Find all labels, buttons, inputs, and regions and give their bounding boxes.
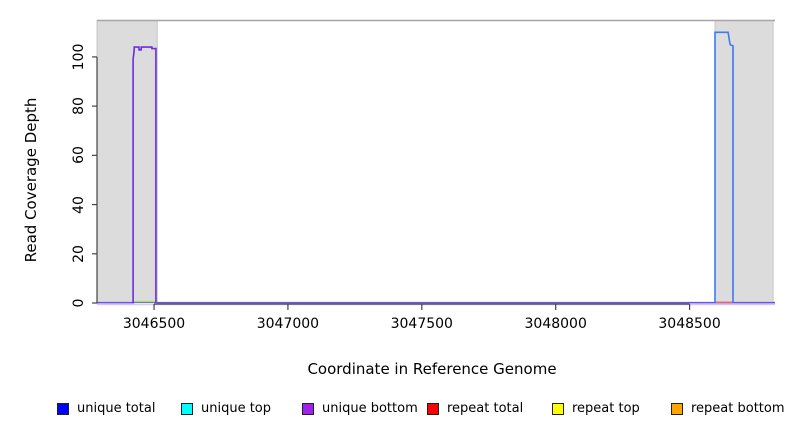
legend-item-unique-bottom: unique bottom <box>302 401 418 416</box>
repeat-bottom-swatch-icon <box>671 402 683 415</box>
legend-item-repeat-bottom: repeat bottom <box>671 401 785 416</box>
y-tick-label: 60 <box>71 146 87 165</box>
y-tick-label: 80 <box>71 97 87 116</box>
legend-label: repeat total <box>447 401 524 416</box>
legend-label: unique top <box>201 401 272 416</box>
repeat-top-swatch-icon <box>552 402 564 415</box>
legend-label: repeat bottom <box>691 401 785 416</box>
unique-bottom-swatch-icon <box>302 402 314 415</box>
x-tick-label: 3046500 <box>122 316 186 332</box>
x-tick-label: 3048500 <box>658 316 721 332</box>
unique-top-right-cluster <box>714 31 734 303</box>
legend-item-unique-top: unique top <box>181 401 271 416</box>
y-axis-title: Read Coverage Depth <box>22 97 40 263</box>
x-tick-label: 3048000 <box>524 316 587 332</box>
y-tick-label: 0 <box>71 298 87 308</box>
x-axis-title: Coordinate in Reference Genome <box>307 360 557 378</box>
y-tick-label: 20 <box>71 244 87 263</box>
y-tick-label: 40 <box>71 195 87 214</box>
legend-item-repeat-total: repeat total <box>427 401 523 416</box>
unique-top-swatch-icon <box>181 402 193 415</box>
legend-label: unique bottom <box>322 401 418 416</box>
legend-item-repeat-top: repeat top <box>552 401 640 416</box>
unique-total-swatch-icon <box>57 402 69 415</box>
x-tick-label: 3047000 <box>256 316 320 332</box>
right-gray-region <box>714 20 774 304</box>
left-gray-region <box>96 20 158 304</box>
legend-item-unique-total: unique total <box>57 401 155 416</box>
repeat-total-swatch-icon <box>427 402 439 415</box>
y-tick-label: 100 <box>71 43 87 71</box>
unique-bottom-left-cluster <box>132 46 157 303</box>
legend-label: unique total <box>77 401 156 416</box>
x-tick-label: 3047500 <box>390 316 453 332</box>
legend-label: repeat top <box>572 401 640 416</box>
